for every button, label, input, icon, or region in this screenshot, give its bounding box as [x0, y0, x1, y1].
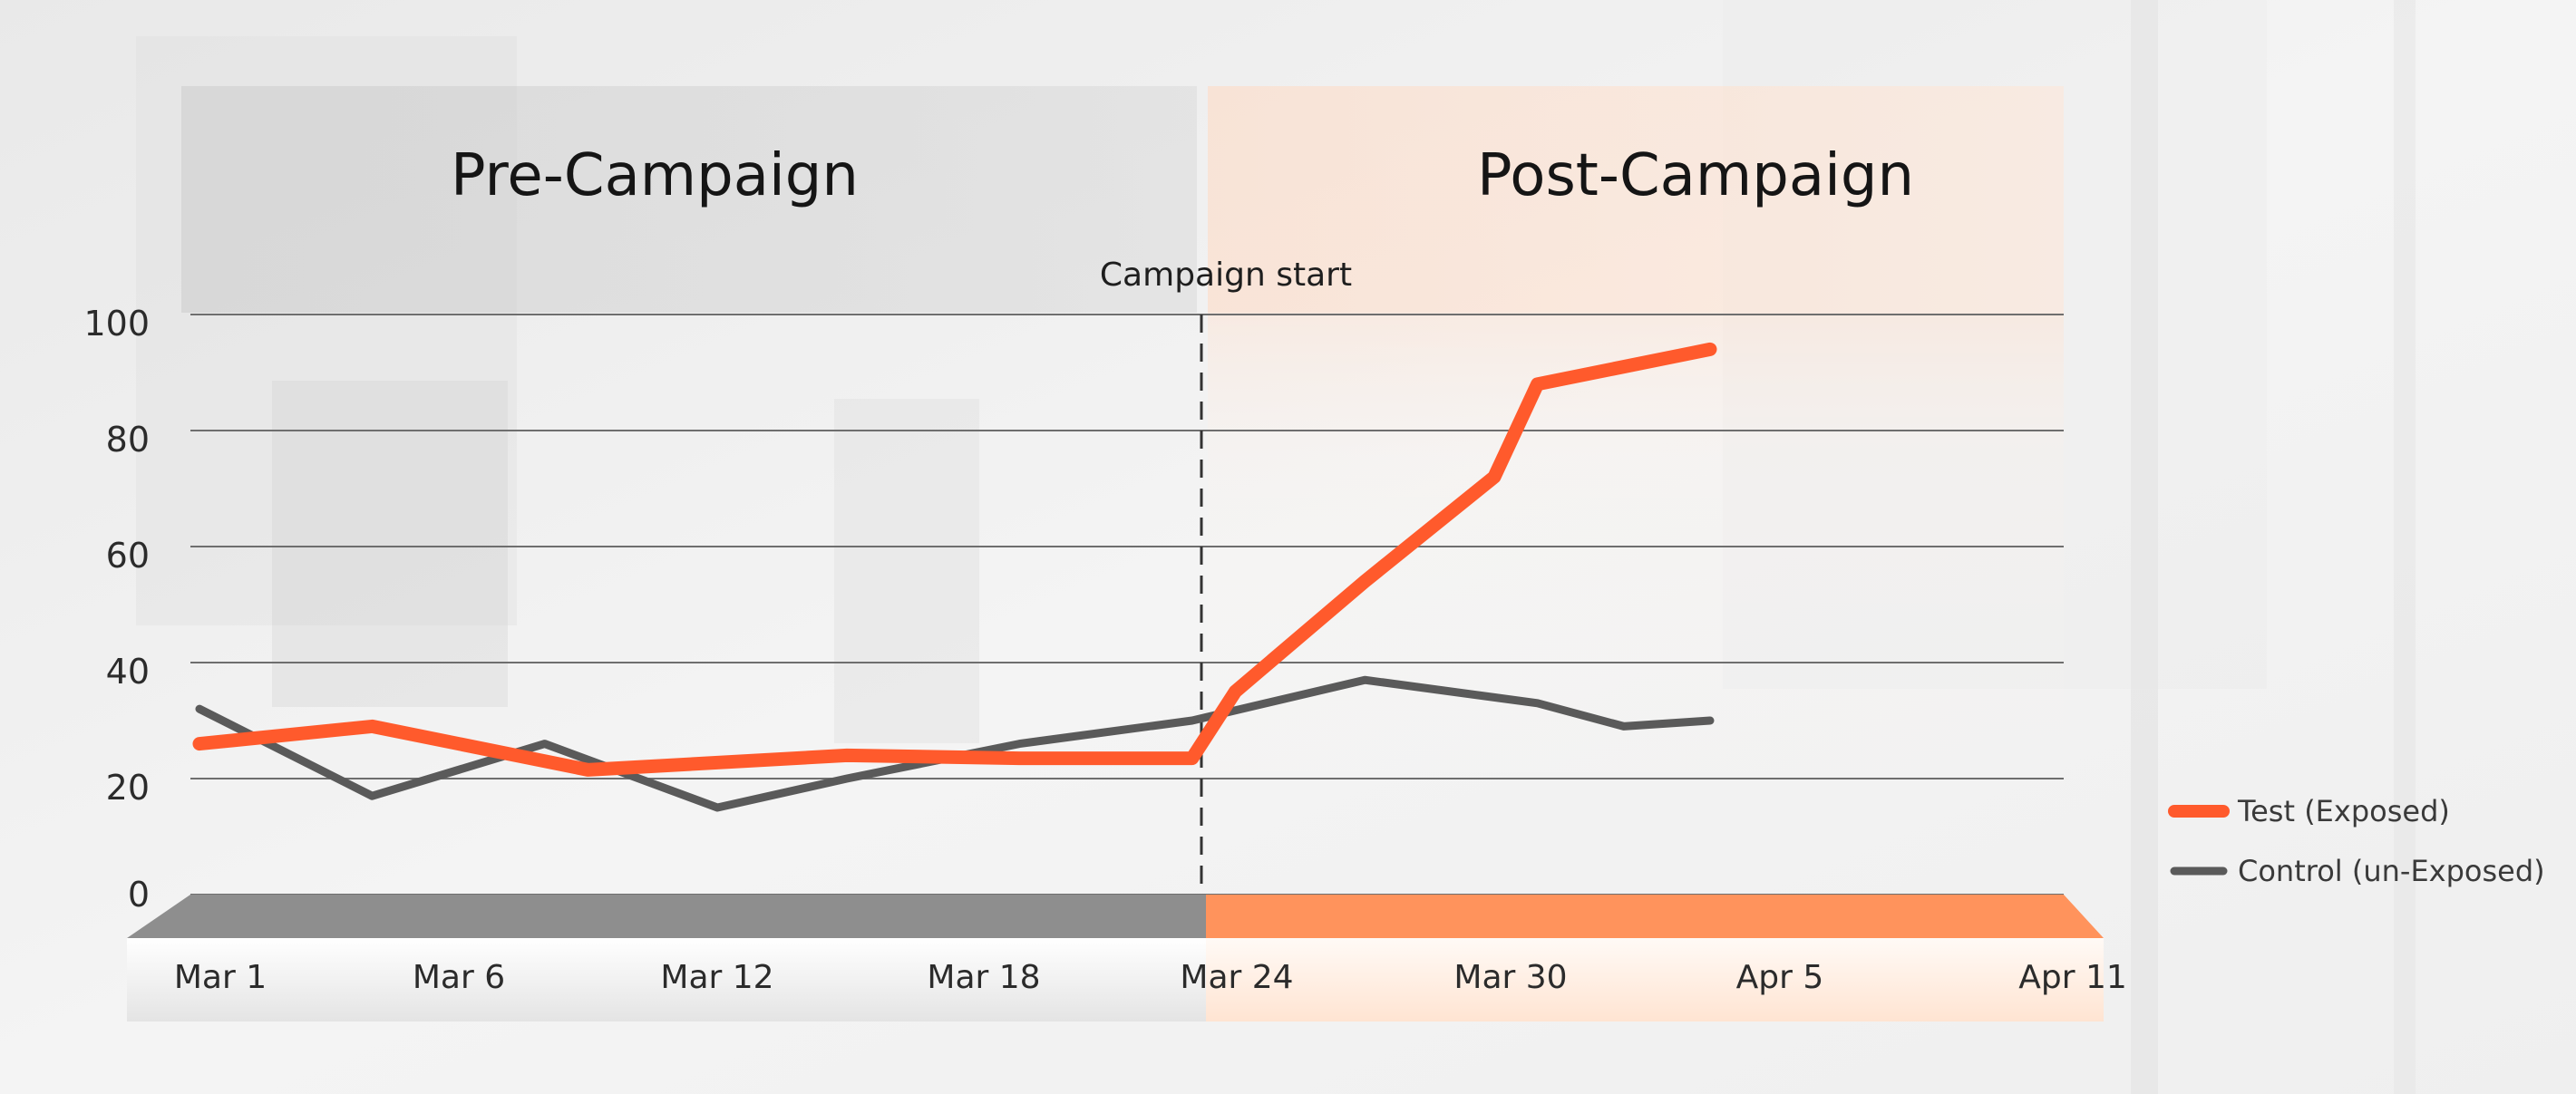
- y-tick-label: 60: [106, 536, 150, 576]
- post-campaign-panel: [1208, 86, 2064, 313]
- post-campaign-title: Post-Campaign: [1477, 142, 1914, 209]
- x-tick-label: Apr 5: [1736, 959, 1824, 996]
- pre-campaign-strip: [127, 938, 1206, 1021]
- post-campaign-band: [1206, 895, 2104, 938]
- series-layer: [192, 342, 1717, 812]
- x-tick-label: Mar 12: [660, 959, 773, 996]
- x-tick-label: Apr 11: [2018, 959, 2127, 996]
- x-tick-label: Mar 30: [1453, 959, 1567, 996]
- y-tick-label: 0: [128, 875, 150, 915]
- pre-campaign-title: Pre-Campaign: [451, 142, 859, 209]
- x-tick-label: Mar 18: [927, 959, 1040, 996]
- x-axis: Mar 1 Mar 6 Mar 12 Mar 18 Mar 24 Mar 30 …: [174, 959, 2127, 996]
- legend-label-test: Test (Exposed): [2237, 794, 2450, 828]
- series-line-test: [192, 342, 1717, 777]
- y-tick-label: 40: [106, 652, 150, 692]
- x-tick-label: Mar 6: [413, 959, 505, 996]
- pre-campaign-band: [127, 895, 1206, 938]
- y-axis: 100 80 60 40 20 0: [83, 304, 150, 915]
- x-tick-label: Mar 1: [174, 959, 267, 996]
- y-tick-label: 20: [106, 768, 150, 808]
- x-tick-label: Mar 24: [1180, 959, 1293, 996]
- y-tick-label: 100: [83, 304, 150, 344]
- pre-campaign-panel: [181, 86, 1197, 313]
- post-campaign-strip: [1206, 938, 2104, 1021]
- post-campaign-area: [1208, 313, 2064, 893]
- campaign-start-label: Campaign start: [1100, 257, 1352, 294]
- gridlines: [190, 314, 2064, 896]
- series-line-control: [195, 675, 1715, 812]
- legend-label-control: Control (un-Exposed): [2238, 854, 2545, 888]
- legend: Test (Exposed) Control (un-Exposed): [2168, 794, 2545, 888]
- y-tick-label: 80: [106, 420, 150, 460]
